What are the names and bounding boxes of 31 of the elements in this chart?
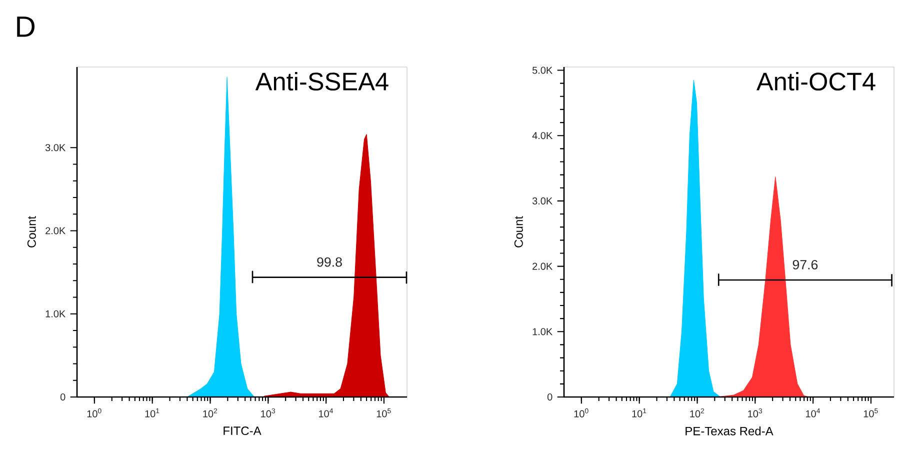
y-tick-label: 3.0K [45,144,66,152]
series-label: 97.6 [792,260,818,270]
x-axis-title: PE-Texas Red-A [686,426,774,436]
x-axis-title: FITC-A [224,426,262,436]
y-tick-label: 2.0K [532,262,552,270]
y-axis-title: Count [514,216,523,248]
chart-title: Anti-SSEA4 [255,72,388,91]
text: D [17,16,35,37]
x-tick-label: 10$^{3}$ [261,408,276,418]
y-tick-label: 0 [60,393,66,401]
x-tick-label: 10$^{5}$ [376,408,391,418]
y-tick-label: 4.0K [532,132,552,140]
x-tick-label: 10$^{1}$ [145,408,160,418]
x-tick-label: 10$^{1}$ [632,408,646,418]
x-tick-label: 10$^{3}$ [748,408,762,418]
y-tick-label: 2.0K [46,227,66,234]
x-tick-label: 10$^{5}$ [864,408,878,418]
x-tick-label: 10$^{0}$ [574,408,588,418]
y-tick-label: 1.0K [46,310,66,318]
series-label: 99.8 [317,257,342,267]
x-tick-label: 10$^{4}$ [806,408,820,418]
chart-title: Anti-OCT4 [756,72,876,91]
y-tick-label: 5.0K [532,66,552,74]
y-tick-label: 1.0K [532,328,552,336]
y-tick-label: 0 [547,393,552,401]
x-tick-label: 10$^{2}$ [690,408,704,418]
y-tick-label: 3.0K [532,197,552,204]
x-tick-label: 10$^{4}$ [318,408,334,418]
y-axis-title: Count [27,216,36,248]
x-tick-label: 10$^{0}$ [87,408,102,418]
x-tick-label: 10$^{2}$ [203,408,218,418]
